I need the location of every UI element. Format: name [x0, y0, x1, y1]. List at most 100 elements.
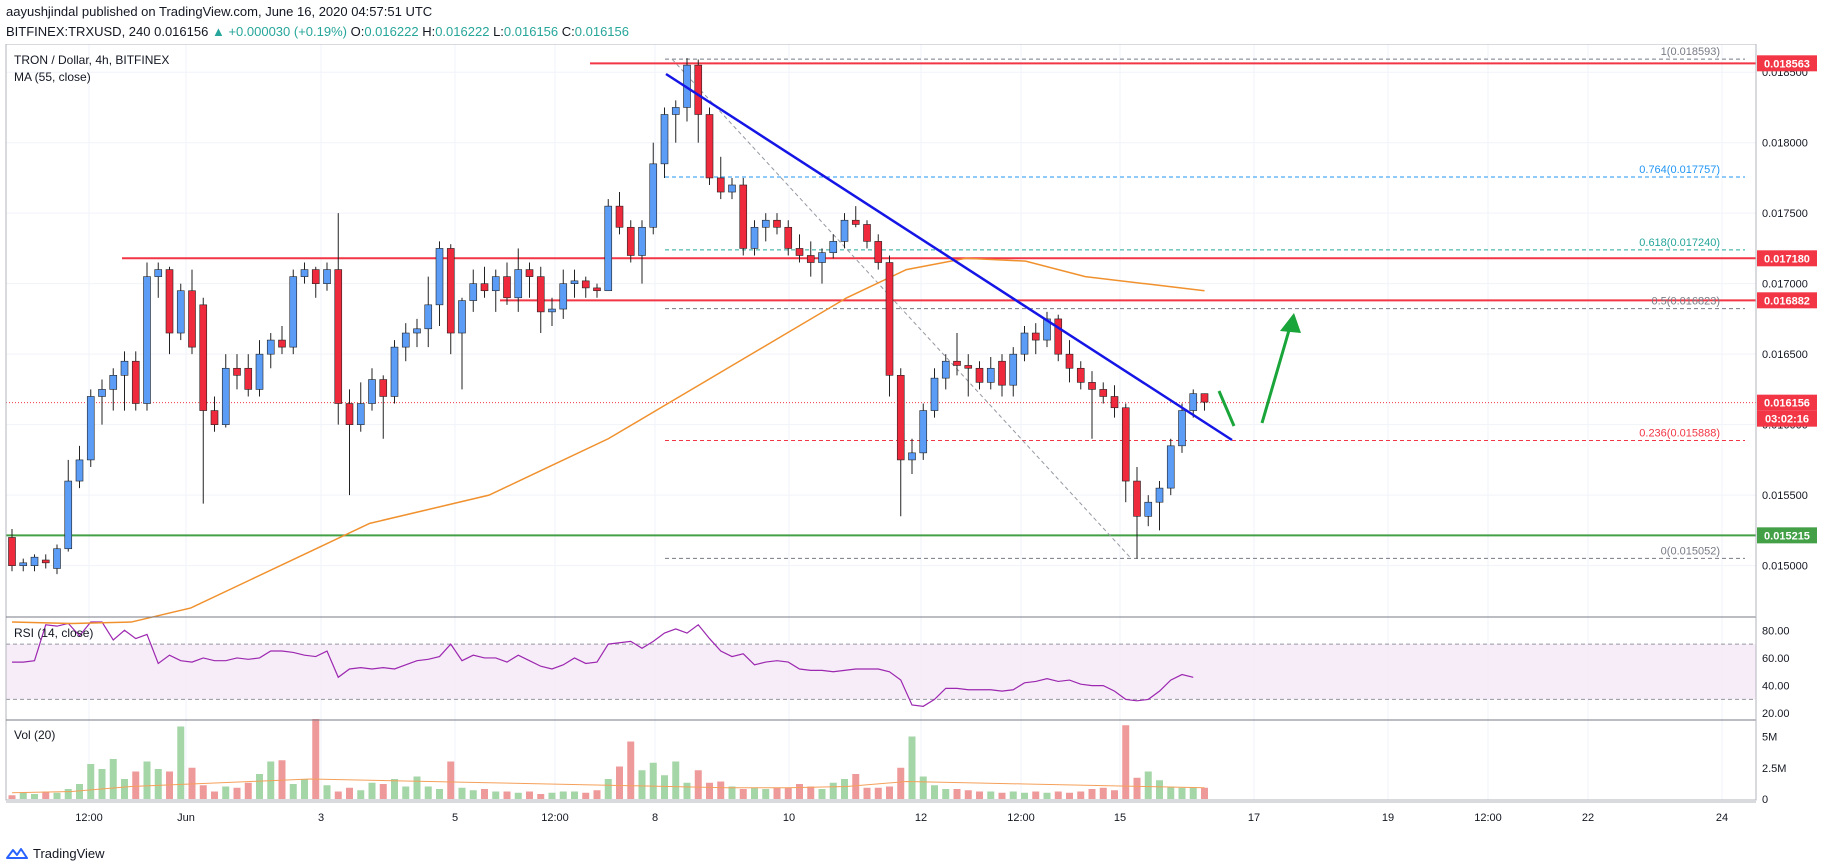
- candle-down: [188, 290, 196, 348]
- time-tick-label: 12:00: [541, 812, 569, 824]
- candle-up: [221, 367, 230, 425]
- candle-down: [874, 241, 883, 263]
- candle-down: [379, 379, 388, 397]
- candle-down: [8, 537, 16, 566]
- volume-tick-label: 0: [1762, 794, 1768, 806]
- volume-bar: [638, 770, 646, 799]
- candle-up: [19, 562, 28, 566]
- price-axis[interactable]: 0.0150000.0155000.0160000.0165000.017000…: [1762, 67, 1808, 806]
- volume-bar: [1009, 791, 1017, 799]
- candle-down: [885, 262, 894, 376]
- price-tag-text: 0.017180: [1764, 253, 1810, 265]
- candles: [8, 58, 1209, 575]
- candle-up: [930, 377, 939, 411]
- volume-bar: [98, 769, 106, 799]
- candle-down: [278, 339, 286, 348]
- candle-down: [446, 248, 455, 334]
- candle-up: [761, 219, 770, 228]
- candle-down: [536, 276, 545, 313]
- open-label: O:: [350, 24, 365, 39]
- price-tag-text: 0.016156: [1764, 398, 1810, 410]
- volume-bar: [244, 782, 252, 799]
- price-tag-box: [1757, 55, 1817, 72]
- volume-bar: [391, 779, 398, 799]
- candle-up: [671, 107, 680, 115]
- fib-level-label: 1(0.018593): [1661, 46, 1720, 58]
- volume-bar: [1066, 792, 1073, 799]
- volume-bar: [87, 764, 95, 799]
- price-tick-label: 0.016500: [1762, 349, 1808, 361]
- volume-bar: [751, 787, 758, 799]
- candle-down: [705, 114, 714, 179]
- candle-down: [1099, 389, 1108, 397]
- volume-bar: [784, 787, 792, 799]
- candle-down: [863, 224, 871, 242]
- candle-up: [941, 360, 950, 379]
- close-label: C:: [561, 24, 575, 39]
- candle-up: [289, 276, 298, 348]
- volume-bar: [559, 791, 567, 799]
- volume-bar: [807, 786, 815, 799]
- volume-bar: [346, 787, 353, 799]
- volume-bar: [323, 785, 331, 799]
- price-tag-text: 0.016882: [1764, 295, 1810, 307]
- candle-up: [829, 241, 838, 253]
- volume-bar: [42, 791, 50, 799]
- countdown-tag-box: [1757, 410, 1817, 427]
- volume-bar: [1043, 792, 1051, 799]
- volume-bar: [616, 766, 623, 799]
- up-arrow-shaft: [1260, 319, 1294, 424]
- candle-down: [581, 280, 590, 289]
- volume-bar: [1088, 789, 1096, 799]
- volume-bar: [334, 791, 342, 799]
- volume-bar: [256, 774, 263, 799]
- candle-up: [424, 304, 433, 330]
- volume-bar: [402, 786, 410, 799]
- time-tick-label: 12:00: [1474, 812, 1502, 824]
- time-tick-label: 12: [915, 812, 927, 824]
- rsi-tick-label: 40.00: [1762, 681, 1790, 693]
- fib-diagonal: [671, 58, 1132, 559]
- volume-bar: [19, 792, 27, 799]
- volume-bar: [143, 761, 151, 799]
- candle-down: [1121, 407, 1130, 482]
- candle-up: [98, 389, 106, 397]
- candle-up: [604, 205, 613, 292]
- volume-bar: [582, 792, 590, 799]
- time-tick-label: 12:00: [75, 812, 103, 824]
- candle-down: [334, 269, 343, 404]
- candle-down: [739, 184, 748, 249]
- volume-bar: [739, 789, 747, 799]
- volume-bar: [694, 770, 702, 799]
- volume-bar: [233, 787, 241, 799]
- price-tag-text: 0.015215: [1764, 530, 1810, 542]
- volume-bar: [593, 790, 601, 799]
- candle-up: [919, 410, 928, 454]
- tradingview-logo-icon: [6, 848, 28, 859]
- rsi-tick-label: 80.00: [1762, 625, 1790, 637]
- candle-up: [53, 548, 61, 569]
- volume-bar: [368, 782, 376, 799]
- time-axis[interactable]: 12:00 Jun 3 5 12:00 8 10 12 12:00 15 17 19 12:00 22 24: [75, 812, 1728, 824]
- tradingview-footer[interactable]: TradingView: [6, 842, 105, 864]
- candle-up: [548, 308, 556, 313]
- ma-legend: MA (55, close): [14, 70, 91, 84]
- candle-down: [806, 255, 815, 263]
- volume-bar: [672, 761, 680, 799]
- volume-bar: [64, 789, 72, 799]
- volume-bar: [537, 794, 545, 799]
- time-tick-label: 10: [783, 812, 795, 824]
- tradingview-brand: TradingView: [33, 845, 105, 861]
- chart-background: [6, 44, 1756, 842]
- chart-area[interactable]: 1(0.018593) 0.764(0.017757) 0.618(0.017240…: [0, 44, 1828, 842]
- price-tick-label: 0.015000: [1762, 561, 1808, 573]
- time-tick-label: 24: [1716, 812, 1728, 824]
- volume-bar: [728, 786, 736, 799]
- volume-bar: [964, 790, 972, 799]
- rsi-legend: RSI (14, close): [14, 626, 93, 640]
- candle-down: [593, 287, 601, 292]
- candle-up: [491, 276, 500, 292]
- volume-bar: [1156, 780, 1163, 799]
- price-change: ▲ +0.000030 (+0.19%): [211, 24, 347, 39]
- volume-bar: [683, 782, 691, 799]
